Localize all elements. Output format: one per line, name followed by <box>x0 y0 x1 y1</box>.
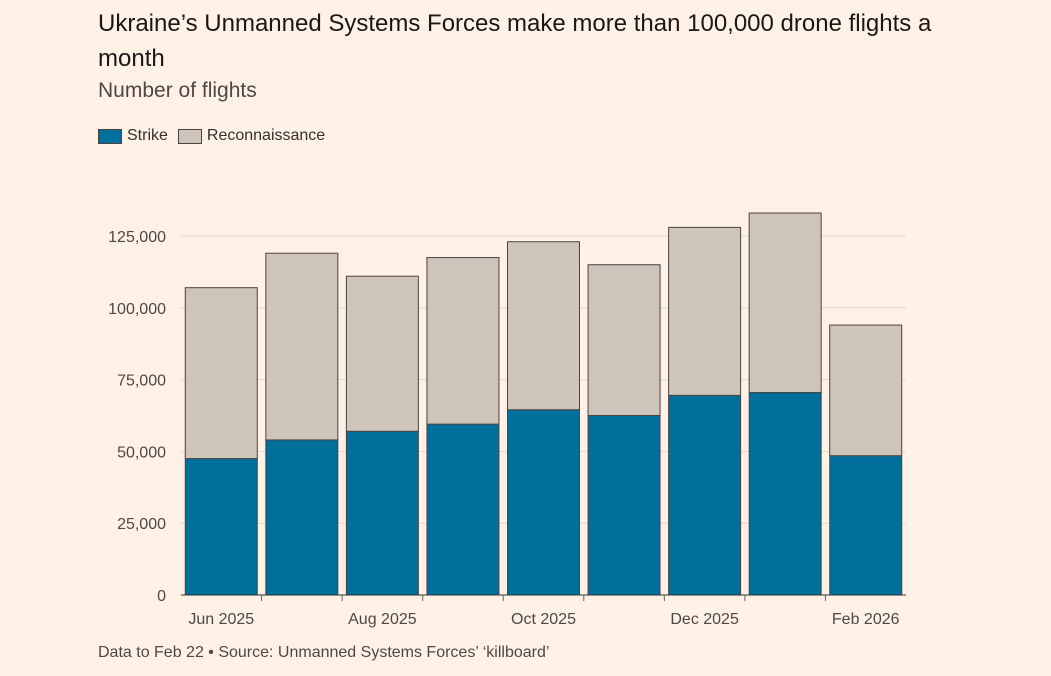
chart-subtitle: Number of flights <box>98 79 257 102</box>
chart-title: Ukraine’s Unmanned Systems Forces make m… <box>98 10 932 72</box>
bar-strike-6 <box>587 415 661 596</box>
bar-reconnaissance-6 <box>587 264 661 416</box>
legend-item-reconnaissance: Reconnaissance <box>177 127 326 145</box>
x-tick-label: Jun 2025 <box>188 611 254 628</box>
x-axis-labels: Jun 2025 Aug 2025 Oct 2025 Dec 2025 Feb 2026 <box>188 611 899 628</box>
bar-strike-1 <box>184 458 258 596</box>
legend-item-strike: Strike <box>98 127 168 145</box>
bar-reconnaissance-8 <box>748 212 822 394</box>
bar-reconnaissance-3 <box>345 275 419 432</box>
source-note: Data to Feb 22 • Source: Unmanned System… <box>98 644 550 661</box>
legend: Strike Reconnaissance <box>98 127 335 145</box>
x-tick-label: Feb 2026 <box>832 611 900 628</box>
y-tick-label: 50,000 <box>117 444 166 461</box>
bar-reconnaissance-2 <box>265 252 339 441</box>
bar-reconnaissance-5 <box>507 241 580 411</box>
bar-reconnaissance-1 <box>184 287 258 460</box>
bar-strike-5 <box>507 409 580 596</box>
y-tick-label: 0 <box>157 588 166 605</box>
bar-strike-7 <box>668 394 742 596</box>
x-tick-label: Aug 2025 <box>348 611 417 628</box>
bar-strike-2 <box>265 439 339 596</box>
bar-reconnaissance-7 <box>668 226 742 396</box>
bar-strike-3 <box>345 430 419 596</box>
bar-strike-9 <box>829 455 903 596</box>
legend-swatch-reconnaissance <box>177 128 202 144</box>
bar-strike-8 <box>748 392 822 596</box>
y-tick-label: 75,000 <box>117 373 166 390</box>
bar-reconnaissance-4 <box>426 257 500 425</box>
y-axis-labels: 0 25,000 50,000 75,000 100,000 125,000 <box>108 229 166 605</box>
legend-label-reconnaissance: Reconnaissance <box>206 127 326 144</box>
legend-swatch-strike <box>98 128 122 144</box>
y-tick-label: 100,000 <box>108 301 166 318</box>
x-axis <box>181 594 906 601</box>
legend-label-strike: Strike <box>127 127 168 144</box>
bars <box>184 212 903 596</box>
x-tick-label: Dec 2025 <box>670 611 739 628</box>
y-tick-label: 25,000 <box>117 516 166 533</box>
y-tick-label: 125,000 <box>108 229 166 246</box>
x-tick-label: Oct 2025 <box>511 611 576 628</box>
bar-strike-4 <box>426 423 500 596</box>
bar-reconnaissance-9 <box>829 324 903 457</box>
